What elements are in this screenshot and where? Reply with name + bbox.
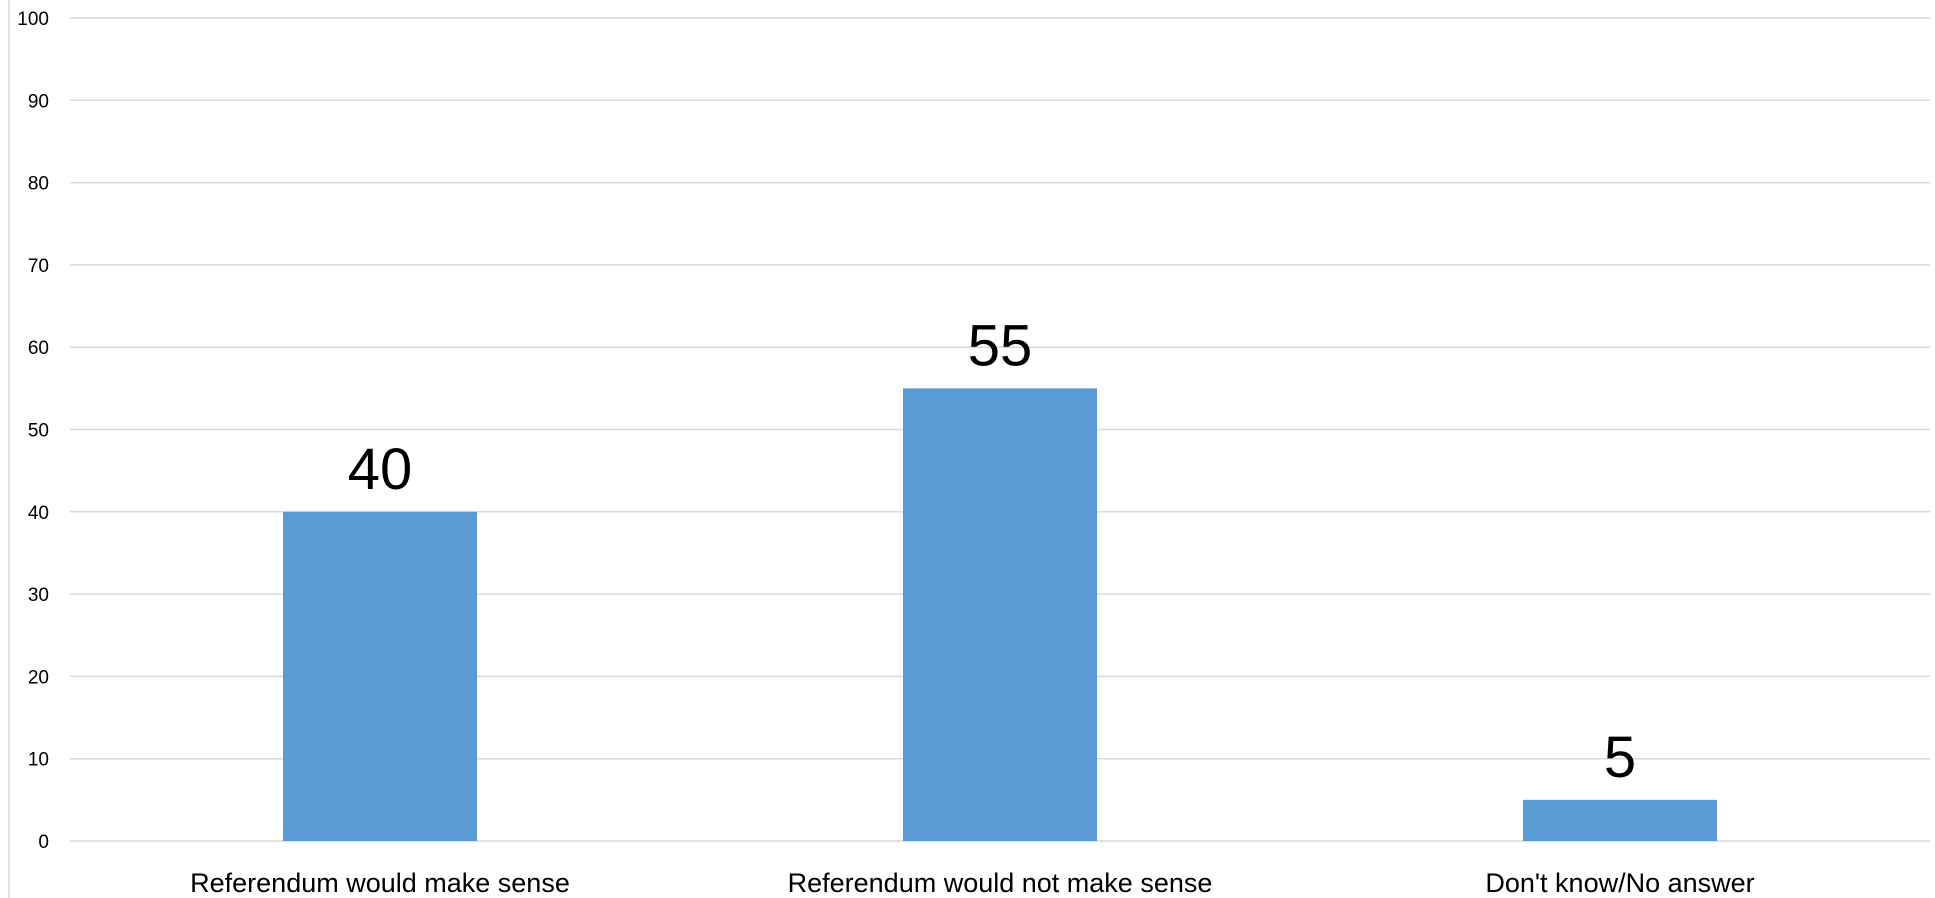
- x-category-label: Don't know/No answer: [1485, 868, 1754, 898]
- y-tick-label: 30: [28, 585, 49, 606]
- y-tick-label: 60: [28, 338, 49, 359]
- data-label: 5: [1604, 725, 1636, 790]
- y-tick-label: 20: [28, 667, 49, 688]
- bars: [283, 388, 1717, 841]
- y-tick-label: 50: [28, 421, 49, 442]
- data-label: 40: [348, 437, 413, 502]
- y-tick-label: 100: [17, 9, 49, 30]
- y-tick-label: 10: [28, 750, 49, 771]
- y-tick-label: 40: [28, 503, 49, 524]
- bar: [903, 388, 1097, 841]
- y-axis-tick-labels: 0 10 20 30 40 50 60 70 80 90 100: [17, 9, 49, 853]
- x-category-label: Referendum would make sense: [190, 868, 570, 898]
- y-tick-label: 0: [38, 832, 49, 853]
- bar: [1523, 799, 1717, 841]
- y-tick-label: 90: [28, 91, 49, 112]
- bar: [283, 511, 477, 841]
- y-tick-label: 80: [28, 174, 49, 195]
- x-category-label: Referendum would not make sense: [788, 868, 1213, 898]
- y-tick-label: 70: [28, 256, 49, 277]
- data-label: 55: [968, 313, 1033, 378]
- x-axis-category-labels: Referendum would make sense Referendum wo…: [190, 868, 1754, 898]
